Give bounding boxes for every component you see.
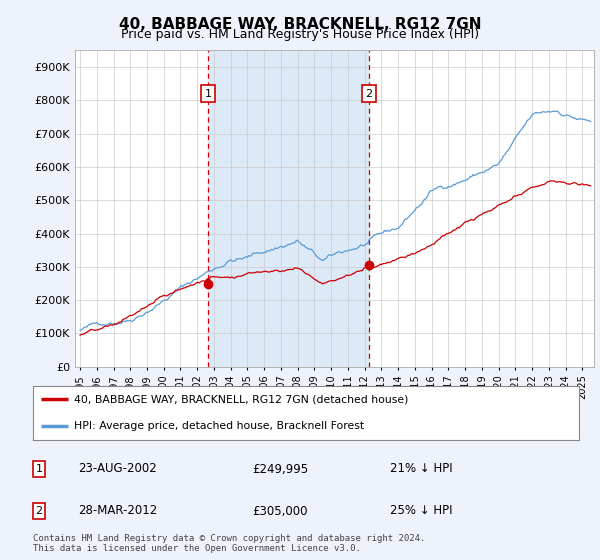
Bar <box>208 50 368 367</box>
Text: 1: 1 <box>35 464 43 474</box>
Text: 2: 2 <box>365 88 372 99</box>
Text: Contains HM Land Registry data © Crown copyright and database right 2024.
This d: Contains HM Land Registry data © Crown c… <box>33 534 425 553</box>
Text: 28-MAR-2012: 28-MAR-2012 <box>78 505 157 517</box>
Text: 25% ↓ HPI: 25% ↓ HPI <box>390 505 452 517</box>
Text: 40, BABBAGE WAY, BRACKNELL, RG12 7GN (detached house): 40, BABBAGE WAY, BRACKNELL, RG12 7GN (de… <box>74 394 409 404</box>
Text: HPI: Average price, detached house, Bracknell Forest: HPI: Average price, detached house, Brac… <box>74 421 364 431</box>
Text: Price paid vs. HM Land Registry's House Price Index (HPI): Price paid vs. HM Land Registry's House … <box>121 28 479 41</box>
Text: 1: 1 <box>205 88 212 99</box>
Text: 23-AUG-2002: 23-AUG-2002 <box>78 463 157 475</box>
Text: 40, BABBAGE WAY, BRACKNELL, RG12 7GN: 40, BABBAGE WAY, BRACKNELL, RG12 7GN <box>119 17 481 32</box>
Text: 21% ↓ HPI: 21% ↓ HPI <box>390 463 452 475</box>
Text: £305,000: £305,000 <box>252 505 308 517</box>
Text: 2: 2 <box>35 506 43 516</box>
Text: £249,995: £249,995 <box>252 463 308 475</box>
